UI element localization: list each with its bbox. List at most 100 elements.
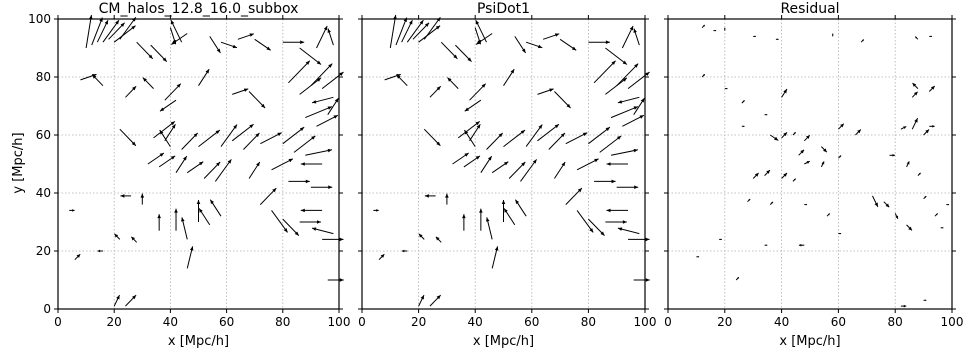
vector-arrow bbox=[883, 201, 890, 208]
vector-arrow bbox=[633, 97, 645, 115]
panel-title: Residual bbox=[780, 1, 839, 17]
vector-arrow bbox=[311, 96, 334, 104]
x-tick-label: 20 bbox=[411, 315, 426, 329]
vector-arrow bbox=[299, 47, 322, 65]
arrow-head bbox=[605, 127, 610, 132]
vector-arrow bbox=[803, 134, 811, 142]
arrow-head bbox=[227, 159, 232, 164]
arrow-shaft bbox=[605, 77, 628, 95]
arrow-head bbox=[396, 74, 401, 79]
vector-arrow bbox=[300, 208, 323, 213]
arrow-shaft bbox=[588, 126, 611, 145]
arrow-head bbox=[839, 155, 842, 158]
arrow-head bbox=[639, 115, 644, 119]
arrow-head bbox=[464, 152, 469, 157]
arrow-head bbox=[487, 156, 492, 161]
vector-arrow bbox=[231, 123, 254, 142]
arrow-head bbox=[170, 155, 176, 160]
arrow-head bbox=[116, 295, 120, 300]
vector-arrow bbox=[186, 246, 194, 269]
vector-arrow bbox=[321, 71, 344, 89]
arrow-head bbox=[104, 20, 109, 25]
arrow-head bbox=[498, 132, 503, 138]
vector-arrow bbox=[855, 129, 862, 136]
arrow-head bbox=[798, 243, 802, 247]
vector-arrow bbox=[486, 217, 493, 240]
plot-frame bbox=[361, 18, 646, 310]
arrow-head bbox=[736, 277, 739, 280]
vector-arrow bbox=[741, 125, 745, 127]
arrow-head bbox=[800, 149, 805, 154]
vector-arrow bbox=[310, 185, 333, 189]
vector-arrow bbox=[209, 199, 222, 217]
arrow-head bbox=[912, 83, 917, 87]
vector-arrow bbox=[622, 114, 645, 127]
arrow-head bbox=[486, 217, 490, 222]
vector-arrow bbox=[232, 88, 249, 95]
arrow-head bbox=[327, 148, 332, 153]
vector-arrow bbox=[548, 132, 566, 150]
vector-arrow bbox=[781, 172, 788, 179]
vector-arrow bbox=[764, 169, 771, 176]
arrow-head bbox=[328, 185, 333, 189]
panel-residual: 0 20 40 60 80 100 Residual x [Mpc/h] bbox=[664, 1, 963, 349]
arrow-head bbox=[594, 158, 599, 163]
arrow-head bbox=[537, 44, 543, 49]
arrow-head bbox=[89, 14, 93, 20]
vector-arrow bbox=[894, 213, 899, 220]
vector-arrow bbox=[628, 237, 650, 242]
arrow-head bbox=[913, 91, 918, 96]
arrow-shaft bbox=[389, 14, 397, 49]
arrow-head bbox=[702, 24, 705, 27]
vector-arrow bbox=[804, 203, 808, 206]
arrow-head bbox=[339, 278, 344, 282]
vector-arrow bbox=[798, 243, 805, 247]
arrow-head bbox=[504, 208, 508, 213]
arrow-shaft bbox=[113, 25, 136, 43]
vector-arrow bbox=[606, 162, 629, 166]
x-tick-label: 40 bbox=[163, 315, 178, 329]
x-tick-label: 20 bbox=[107, 315, 122, 329]
vector-arrow bbox=[469, 83, 487, 101]
arrow-head bbox=[476, 40, 481, 45]
arrow-head bbox=[510, 69, 515, 74]
arrow-head bbox=[312, 227, 317, 231]
vector-arrow bbox=[605, 220, 627, 224]
vector-arrow bbox=[113, 294, 120, 307]
plot-frame bbox=[57, 18, 340, 310]
arrow-head bbox=[742, 100, 745, 103]
vector-arrow bbox=[153, 120, 176, 139]
arrow-head bbox=[930, 35, 932, 38]
vector-arrow bbox=[752, 172, 759, 179]
arrow-head bbox=[299, 127, 305, 132]
arrow-head bbox=[210, 199, 214, 205]
vector-arrow bbox=[696, 256, 700, 258]
arrow-head bbox=[193, 132, 198, 138]
arrow-head bbox=[566, 103, 571, 109]
vector-arrow bbox=[724, 87, 728, 90]
arrow-head bbox=[793, 132, 796, 135]
arrow-head bbox=[771, 201, 773, 204]
vector-arrow bbox=[282, 126, 305, 145]
arrow-head bbox=[840, 123, 844, 128]
vector-arrow bbox=[491, 246, 499, 269]
vector-arrow bbox=[91, 17, 103, 46]
vector-arrow bbox=[940, 227, 944, 229]
vector-arrow bbox=[753, 35, 756, 38]
panel-title: PsiDot1 bbox=[477, 1, 530, 17]
vector-arrow bbox=[220, 41, 238, 49]
vector-arrow bbox=[554, 91, 571, 109]
panel-cm-halos: 00 20 20 40 40 60 60 80 80 100 100 CM_halos_12.8_16… bbox=[28, 1, 350, 349]
arrow-head bbox=[323, 25, 328, 31]
vector-arrow bbox=[792, 131, 797, 136]
arrow-head bbox=[577, 188, 582, 193]
arrow-head bbox=[571, 46, 577, 51]
arrow-head bbox=[918, 172, 921, 175]
arrow-head bbox=[560, 132, 565, 138]
arrow-shaft bbox=[305, 106, 333, 119]
vector-arrow bbox=[125, 294, 137, 307]
arrow-head bbox=[333, 115, 338, 119]
arrow-head bbox=[924, 196, 927, 198]
vector-arrow bbox=[605, 77, 628, 95]
x-tick-label: 0 bbox=[358, 315, 366, 329]
